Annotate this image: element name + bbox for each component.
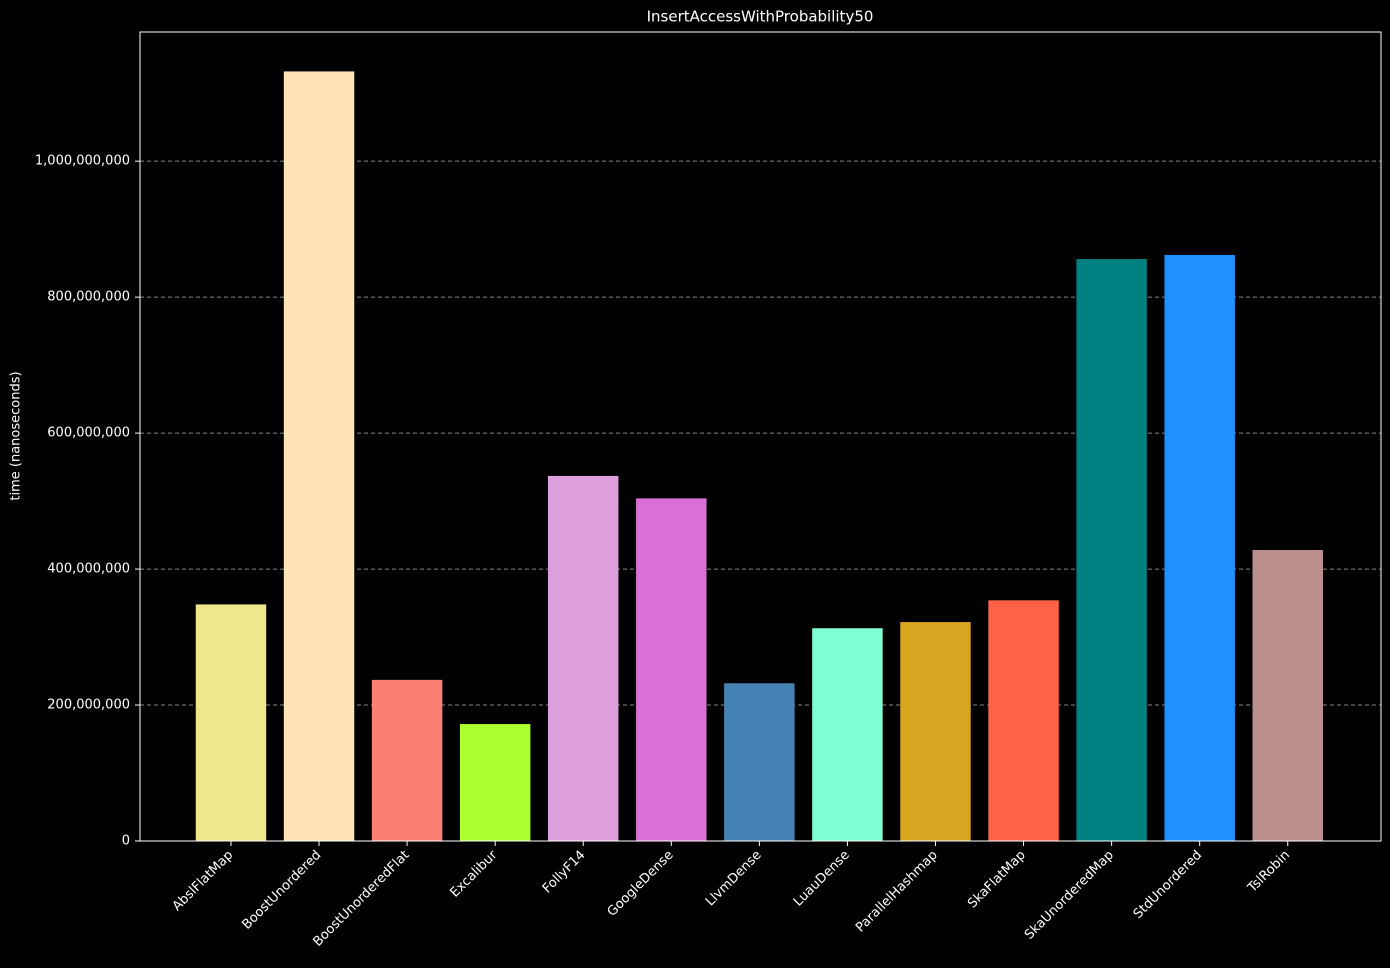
y-tick-label: 600,000,000	[47, 426, 130, 441]
y-tick-label: 800,000,000	[47, 290, 130, 305]
bar	[724, 683, 795, 841]
bar	[1164, 254, 1235, 842]
bar	[195, 604, 267, 841]
bar	[900, 622, 971, 841]
bar	[283, 71, 355, 842]
y-tick-label: 0	[122, 834, 130, 849]
bar	[371, 679, 443, 841]
y-tick-label: 1,000,000,000	[35, 154, 130, 169]
y-tick-label: 200,000,000	[47, 698, 130, 713]
y-tick-label: 400,000,000	[47, 562, 130, 577]
bar	[1252, 550, 1323, 841]
bar	[988, 600, 1059, 841]
bar	[1076, 259, 1147, 842]
plot-frame	[139, 31, 1382, 842]
bar	[459, 724, 531, 841]
chart-title: InsertAccessWithProbability50	[647, 8, 874, 26]
y-axis-label: time (nanoseconds)	[9, 371, 24, 500]
bar	[548, 475, 619, 841]
bar	[812, 628, 883, 841]
bar	[636, 498, 707, 841]
